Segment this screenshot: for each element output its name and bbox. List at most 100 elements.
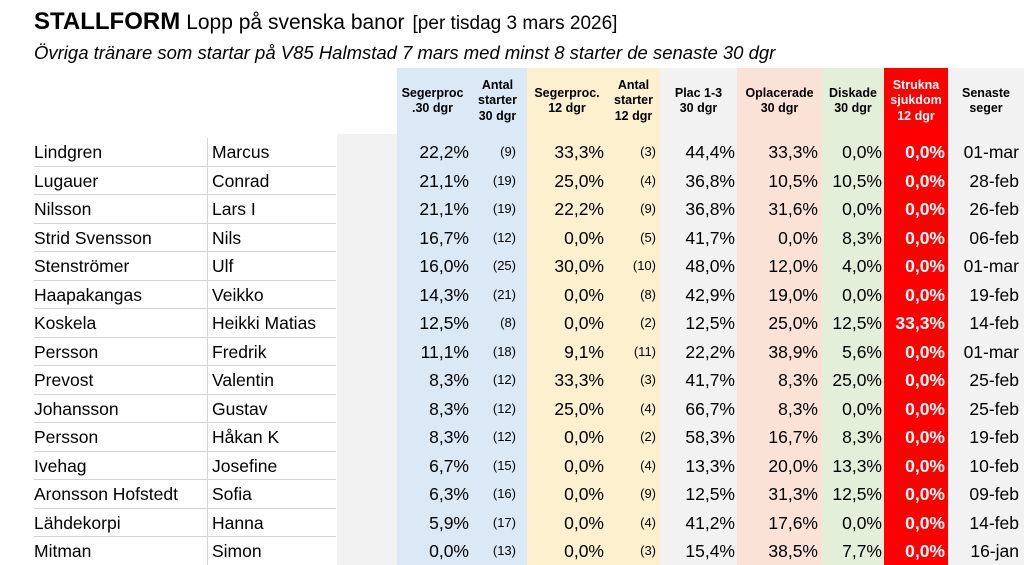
band-salmon xyxy=(737,68,822,565)
cell-plac: 41,7% xyxy=(685,227,735,248)
cell-n12: (10) xyxy=(632,258,656,273)
cell-disk: 0,0% xyxy=(842,199,882,219)
cell-s30: 14,3% xyxy=(419,284,469,305)
cell-last: Johansson xyxy=(34,398,119,419)
table-row: Lugauer Conrad 21,1% (19) 25,0% (4) 36,8% 10,5%… xyxy=(0,167,1024,195)
cell-n30: (16) xyxy=(492,486,516,501)
cell-plac: 48,0% xyxy=(685,256,735,276)
header-disk: Diskade 30 dgr xyxy=(829,85,877,116)
cell-n12: (4) xyxy=(640,400,656,416)
cell-s30: 6,7% xyxy=(429,455,469,476)
cell-s30: 16,0% xyxy=(419,256,469,276)
cell-n12: (2) xyxy=(640,429,656,444)
cell-oplac: 17,6% xyxy=(768,512,818,533)
cell-str: 33,3% xyxy=(895,313,945,333)
cell-last: Lugauer xyxy=(34,170,99,191)
band-blue xyxy=(397,68,527,565)
cell-s12: 22,2% xyxy=(554,199,604,219)
row-divider xyxy=(34,165,336,167)
cell-s12: 0,0% xyxy=(564,541,604,561)
cell-disk: 12,5% xyxy=(832,313,882,333)
header-plac: Plac 1-3 30 dgr xyxy=(674,85,723,116)
cell-disk: 25,0% xyxy=(832,370,882,390)
row-divider xyxy=(34,308,336,309)
row-divider xyxy=(34,365,336,366)
cell-disk: 0,0% xyxy=(842,142,882,162)
cell-sen: 14-feb xyxy=(969,313,1019,333)
cell-s30: 6,3% xyxy=(429,484,469,504)
row-divider xyxy=(34,422,336,423)
cell-n12: (9) xyxy=(640,486,656,501)
cell-first: Ulf xyxy=(212,256,234,276)
band-red xyxy=(884,68,948,565)
cell-sen: 06-feb xyxy=(969,227,1019,248)
cell-sen: 10-feb xyxy=(969,455,1019,476)
cell-disk: 5,6% xyxy=(842,341,882,362)
cell-first: Simon xyxy=(212,541,262,561)
row-divider xyxy=(34,507,336,509)
cell-s12: 25,0% xyxy=(554,170,604,191)
cell-plac: 12,5% xyxy=(685,484,735,504)
cell-s12: 0,0% xyxy=(564,455,604,476)
cell-oplac: 31,3% xyxy=(768,484,818,504)
cell-n30: (12) xyxy=(492,400,516,416)
cell-last: Stenströmer xyxy=(34,256,130,276)
cell-last: Koskela xyxy=(34,313,97,333)
cell-sen: 19-feb xyxy=(969,284,1019,305)
cell-plac: 15,4% xyxy=(685,541,735,561)
cell-n30: (18) xyxy=(492,343,516,359)
row-divider xyxy=(34,251,336,252)
cell-s12: 25,0% xyxy=(554,398,604,419)
cell-oplac: 20,0% xyxy=(768,455,818,476)
cell-sen: 19-feb xyxy=(969,427,1019,447)
cell-n30: (9) xyxy=(500,144,516,159)
row-divider xyxy=(34,222,336,224)
cell-n12: (2) xyxy=(640,315,656,330)
cell-disk: 13,3% xyxy=(832,455,882,476)
cell-sen: 16-jan xyxy=(970,541,1019,561)
cell-sen: 25-feb xyxy=(969,370,1019,390)
name-column-divider xyxy=(207,138,208,565)
cell-str: 0,0% xyxy=(905,512,945,533)
row-divider xyxy=(34,194,336,195)
page-title: STALLFORM Lopp på svenska banor [per tisda… xyxy=(34,8,617,36)
cell-plac: 41,7% xyxy=(685,370,735,390)
cell-sen: 26-feb xyxy=(969,199,1019,219)
cell-sen: 09-feb xyxy=(969,484,1019,504)
stallform-table: Segerproc .30 dgr Antal starter 30 dgr S… xyxy=(0,68,1024,565)
cell-n12: (5) xyxy=(640,229,656,245)
cell-last: Ivehag xyxy=(34,455,87,476)
cell-n30: (17) xyxy=(492,514,516,530)
cell-str: 0,0% xyxy=(905,484,945,504)
cell-disk: 0,0% xyxy=(842,284,882,305)
table-row: Lindgren Marcus 22,2% (9) 33,3% (3) 44,4% 33,3%… xyxy=(0,138,1024,167)
cell-n12: (4) xyxy=(640,457,656,473)
cell-first: Hanna xyxy=(212,512,264,533)
cell-s30: 21,1% xyxy=(419,170,469,191)
cell-s30: 8,3% xyxy=(429,370,469,390)
cell-last: Nilsson xyxy=(34,199,92,219)
cell-s30: 0,0% xyxy=(429,541,469,561)
cell-s12: 0,0% xyxy=(564,512,604,533)
cell-first: Conrad xyxy=(212,170,270,191)
cell-oplac: 38,9% xyxy=(768,341,818,362)
cell-s12: 0,0% xyxy=(564,427,604,447)
cell-str: 0,0% xyxy=(905,541,945,561)
cell-str: 0,0% xyxy=(905,284,945,305)
header-strukna: Strukna sjukdom 12 dgr xyxy=(890,77,942,123)
table-row: Stenströmer Ulf 16,0% (25) 30,0% (10) 48,0% 12,… xyxy=(0,252,1024,281)
cell-sen: 25-feb xyxy=(969,398,1019,419)
cell-n12: (11) xyxy=(633,343,656,359)
cell-plac: 36,8% xyxy=(685,170,735,191)
date-note: [per tisdag 3 mars 2026] xyxy=(412,13,618,34)
cell-s12: 33,3% xyxy=(554,370,604,390)
header-senaste: Senaste seger xyxy=(962,85,1010,116)
cell-s30: 5,9% xyxy=(429,512,469,533)
cell-n12: (8) xyxy=(640,286,656,302)
cell-plac: 41,2% xyxy=(685,512,735,533)
band-yellow xyxy=(527,68,660,565)
cell-oplac: 8,3% xyxy=(778,398,818,419)
cell-disk: 0,0% xyxy=(842,512,882,533)
cell-str: 0,0% xyxy=(905,427,945,447)
cell-n12: (3) xyxy=(640,144,656,159)
